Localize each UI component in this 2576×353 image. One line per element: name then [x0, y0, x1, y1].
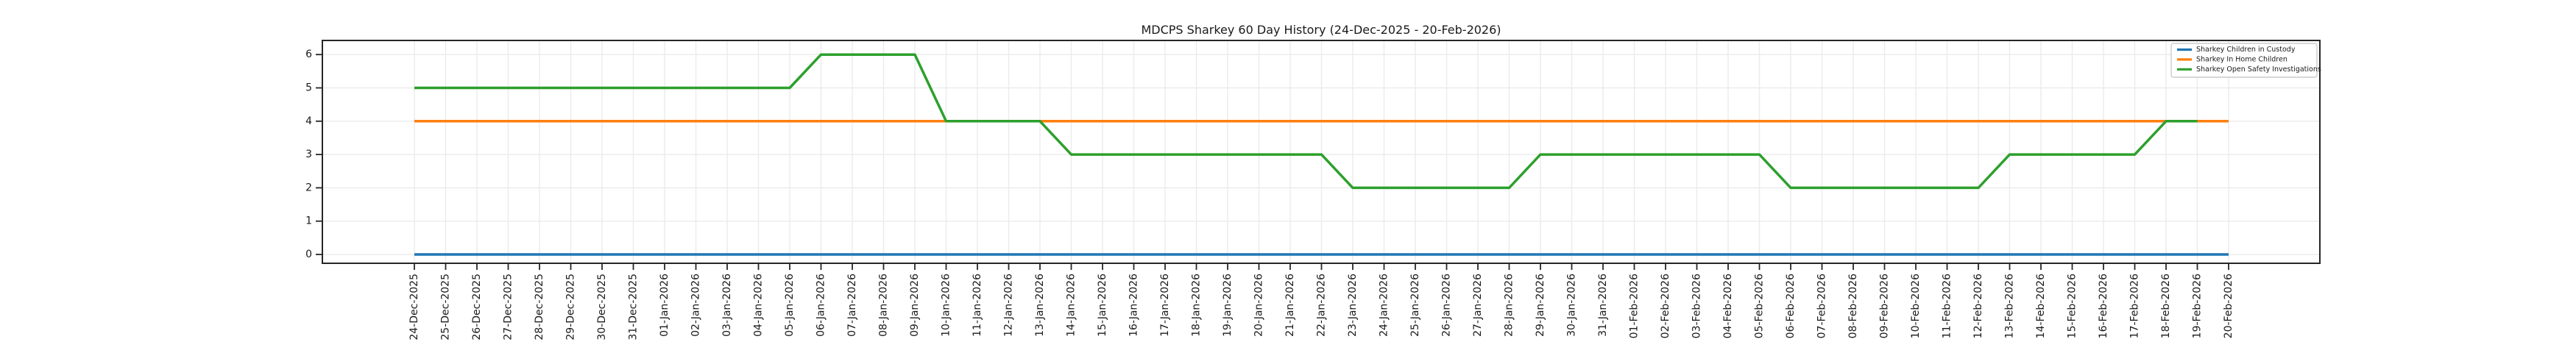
x-axis-tick-label: 01-Jan-2026: [659, 274, 670, 337]
x-axis-tick-label: 23-Jan-2026: [1347, 274, 1359, 337]
x-axis-tick-label: 03-Feb-2026: [1691, 274, 1703, 338]
x-axis-tick-label: 31-Jan-2026: [1597, 274, 1609, 337]
y-axis-tick-label: 2: [305, 182, 312, 193]
legend-item: Sharkey Children in Custody: [2177, 46, 2296, 54]
legend-label: Sharkey Children in Custody: [2196, 46, 2296, 54]
y-axis-tick-label: 3: [305, 149, 312, 160]
x-axis-tick-label: 26-Jan-2026: [1441, 274, 1453, 337]
x-axis-tick-label: 27-Dec-2025: [503, 274, 514, 340]
x-axis-tick-label: 13-Jan-2026: [1034, 274, 1046, 337]
x-axis-tick-label: 05-Jan-2026: [784, 274, 796, 337]
x-axis-tick-label: 18-Jan-2026: [1191, 274, 1203, 337]
x-axis-tick-label: 19-Feb-2026: [2192, 274, 2204, 338]
x-axis-tick-label: 25-Dec-2025: [440, 274, 452, 340]
x-axis-tick-label: 14-Feb-2026: [2035, 274, 2047, 338]
x-axis-tick-label: 17-Jan-2026: [1159, 274, 1171, 337]
y-axis-tick-label: 1: [305, 215, 312, 227]
x-axis-tick-label: 14-Jan-2026: [1066, 274, 1078, 337]
x-axis-tick-label: 30-Dec-2025: [596, 274, 608, 340]
x-axis-tick-label: 06-Jan-2026: [815, 274, 827, 337]
x-axis-tick-label: 24-Dec-2025: [408, 274, 420, 340]
x-axis-tick-label: 28-Dec-2025: [534, 274, 545, 340]
x-axis-tick-label: 02-Feb-2026: [1660, 274, 1671, 338]
x-axis-tick-label: 16-Feb-2026: [2098, 274, 2109, 338]
x-axis-tick-label: 15-Feb-2026: [2067, 274, 2078, 338]
x-axis-tick-label: 16-Jan-2026: [1128, 274, 1140, 337]
x-axis-tick-label: 03-Jan-2026: [721, 274, 733, 337]
x-axis-tick-label: 08-Feb-2026: [1847, 274, 1859, 338]
x-axis-tick-label: 20-Feb-2026: [2223, 274, 2234, 338]
x-axis-tick-label: 10-Jan-2026: [941, 274, 952, 337]
x-axis-tick-label: 25-Jan-2026: [1409, 274, 1421, 337]
x-axis-tick-label: 13-Feb-2026: [2004, 274, 2016, 338]
x-axis-tick-label: 12-Jan-2026: [1003, 274, 1015, 337]
x-axis-tick-label: 05-Feb-2026: [1754, 274, 1766, 338]
x-axis-tick-label: 18-Feb-2026: [2160, 274, 2172, 338]
x-axis-tick-label: 07-Jan-2026: [846, 274, 858, 337]
x-axis-tick-label: 15-Jan-2026: [1097, 274, 1108, 337]
x-axis-tick-label: 12-Feb-2026: [1972, 274, 1984, 338]
x-axis-tick-label: 02-Jan-2026: [690, 274, 702, 337]
x-axis-tick-label: 04-Feb-2026: [1722, 274, 1734, 338]
legend-frame: [2170, 43, 2318, 78]
x-axis-tick-label: 01-Feb-2026: [1629, 274, 1641, 338]
x-axis-tick-label: 11-Jan-2026: [972, 274, 983, 337]
x-axis-tick-label: 29-Jan-2026: [1535, 274, 1546, 337]
y-axis-tick-label: 5: [305, 82, 312, 94]
legend-label: Sharkey In Home Children: [2196, 55, 2287, 63]
y-axis-tick-label: 4: [305, 115, 312, 127]
x-axis-tick-label: 20-Jan-2026: [1253, 274, 1265, 337]
x-axis-tick-label: 21-Jan-2026: [1284, 274, 1296, 337]
x-axis-tick-label: 17-Feb-2026: [2129, 274, 2141, 338]
x-axis-tick-label: 10-Feb-2026: [1910, 274, 1922, 338]
x-axis-tick-label: 19-Jan-2026: [1222, 274, 1234, 337]
x-axis-tick-label: 22-Jan-2026: [1316, 274, 1328, 337]
legend-item: Sharkey Open Safety Investigations: [2177, 65, 2321, 74]
x-axis-tick-label: 08-Jan-2026: [878, 274, 890, 337]
x-axis-tick-label: 28-Jan-2026: [1504, 274, 1515, 337]
x-axis-tick-label: 11-Feb-2026: [1942, 274, 1953, 338]
x-axis-tick-label: 24-Jan-2026: [1379, 274, 1390, 337]
x-axis-tick-label: 09-Feb-2026: [1879, 274, 1891, 338]
x-axis-tick-label: 27-Jan-2026: [1472, 274, 1484, 337]
y-axis-tick-label: 6: [305, 49, 312, 60]
x-axis-tick-label: 07-Feb-2026: [1816, 274, 1828, 338]
legend-item: Sharkey In Home Children: [2177, 55, 2287, 63]
x-axis-tick-label: 29-Dec-2025: [565, 274, 577, 340]
chart-title: MDCPS Sharkey 60 Day History (24-Dec-202…: [1141, 23, 1501, 37]
ticks: 24-Dec-2025 25-Dec-2025 26-Dec-2025 27-Dec-…: [305, 49, 2234, 340]
x-axis-tick-label: 06-Feb-2026: [1785, 274, 1797, 338]
x-axis-tick-label: 26-Dec-2025: [471, 274, 483, 340]
y-axis-tick-label: 0: [305, 249, 312, 260]
grid: [322, 40, 2320, 263]
series-line-sharkey-open-safety-investigations: [414, 53, 2198, 190]
x-axis-tick-label: 04-Jan-2026: [753, 274, 765, 337]
legend-label: Sharkey Open Safety Investigations: [2196, 65, 2321, 74]
x-axis-tick-label: 09-Jan-2026: [909, 274, 921, 337]
x-axis-tick-label: 30-Jan-2026: [1566, 274, 1578, 337]
x-axis-tick-label: 31-Dec-2025: [628, 274, 640, 340]
